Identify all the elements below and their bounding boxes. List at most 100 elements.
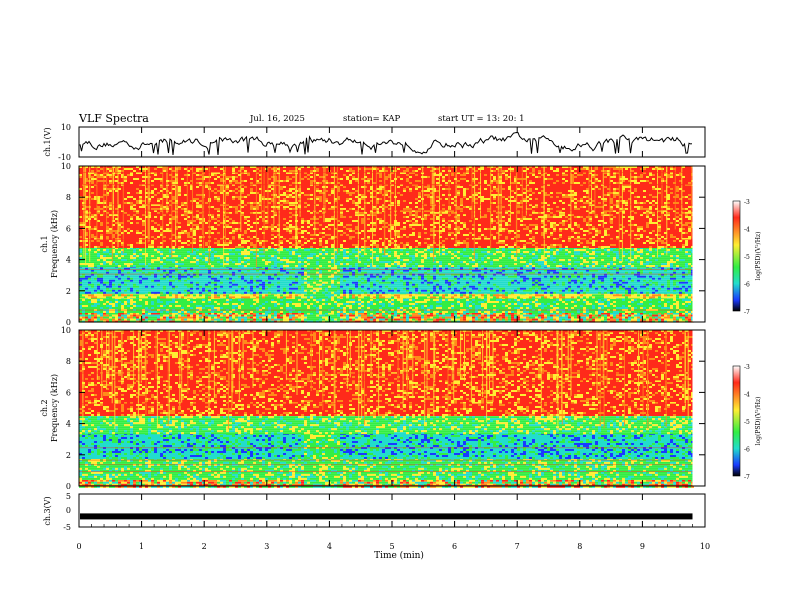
spectrogram-cell (433, 314, 436, 317)
spectrogram-cell (631, 267, 634, 270)
spectrogram-cell (247, 277, 250, 280)
spectrogram-cell (553, 294, 556, 297)
spectrogram-cell (94, 311, 97, 313)
spectrogram-cell (568, 305, 571, 307)
spectrogram-cell (655, 303, 658, 305)
spectrogram-cell (313, 296, 316, 299)
spectrogram-cell (403, 312, 406, 315)
spectrogram-cell (538, 301, 541, 303)
spectrogram-cell (163, 296, 166, 299)
spectrogram-cell (238, 311, 241, 313)
spectrogram-cell (418, 267, 421, 270)
spectrogram-cell (394, 303, 397, 305)
spectrogram-cell (604, 312, 607, 315)
spectrogram-cell (427, 301, 430, 303)
spectrogram-cell (298, 299, 301, 301)
spectrogram-cell (100, 311, 103, 313)
spectrogram-cell (610, 301, 613, 303)
spectrogram-cell (637, 312, 640, 315)
spectrogram-cell (412, 294, 415, 297)
spectrogram-cell (334, 275, 337, 278)
spectrogram-cell (124, 311, 127, 313)
spectrogram-cell (436, 273, 439, 276)
spectrogram-cell (595, 316, 598, 319)
spectrogram-cell (610, 271, 613, 274)
spectrogram-cell (331, 305, 334, 307)
spectrogram-cell (211, 311, 214, 313)
spectrogram-cell (346, 305, 349, 307)
spectrogram-cell (172, 269, 175, 272)
spectrogram-cell (442, 318, 445, 321)
spectrogram-cell (598, 279, 601, 282)
spectrogram-cell (688, 316, 691, 319)
spectrogram-cell (640, 279, 643, 282)
spectrogram-cell (457, 316, 460, 319)
spectrogram-cell (313, 275, 316, 278)
spectrogram-cell (142, 303, 145, 305)
spectrogram-cell (625, 279, 628, 282)
spectrogram-cell (634, 296, 637, 299)
spectrogram-cell (100, 281, 103, 284)
spectrogram-cell (577, 311, 580, 313)
spectrogram-cell (436, 318, 439, 321)
spectrogram-cell (193, 316, 196, 319)
spectrogram-cell (541, 296, 544, 299)
spectrogram-cell (472, 279, 475, 282)
spectrogram-cell (472, 301, 475, 303)
spectrogram-cell (544, 301, 547, 303)
spectrogram-cell (433, 271, 436, 274)
spectrogram-cell (382, 316, 385, 319)
spectrogram-cell (607, 299, 610, 301)
spectrogram-cell (154, 269, 157, 272)
spectrogram-cell (262, 299, 265, 301)
spectrogram-cell (466, 279, 469, 282)
spectrogram-cell (211, 307, 214, 309)
spectrogram-cell (232, 271, 235, 274)
spectrogram-cell (157, 318, 160, 321)
spectrogram-cell (604, 296, 607, 299)
spectrogram-cell (556, 303, 559, 305)
spectrogram-cell (169, 279, 172, 282)
spectrogram-cell (667, 269, 670, 272)
spectrogram-cell (502, 273, 505, 276)
spectrogram-cell (292, 312, 295, 315)
spectrogram-cell (382, 318, 385, 321)
spectrogram-cell (559, 277, 562, 280)
spectrogram-cell (364, 301, 367, 303)
spectrogram-cell (232, 303, 235, 305)
spectrogram-cell (445, 296, 448, 299)
spectrogram-cell (361, 267, 364, 270)
spectrogram-cell (115, 303, 118, 305)
spectrogram-cell (682, 279, 685, 282)
spectrogram-cell (499, 294, 502, 297)
spectrogram-cell (376, 316, 379, 319)
spectrogram-cell (622, 314, 625, 317)
spectrogram-cell (163, 299, 166, 301)
spectrogram-cell (172, 279, 175, 282)
spectrogram-cell (352, 294, 355, 297)
spectrogram-cell (133, 277, 136, 280)
spectrogram-cell (130, 312, 133, 315)
spectrogram-cell (685, 299, 688, 301)
spectrogram-cell (541, 316, 544, 319)
spectrogram-cell (421, 267, 424, 270)
spectrogram-cell (199, 311, 202, 313)
spectrogram-cell (139, 314, 142, 317)
spectrogram-cell (445, 305, 448, 307)
spectrogram-cell (352, 279, 355, 282)
spectrogram-cell (499, 303, 502, 305)
spectrogram-cell (199, 271, 202, 274)
spectrogram-cell (430, 267, 433, 270)
spectrogram-cell (424, 277, 427, 280)
spectrogram-cell (208, 269, 211, 272)
spectrogram-cell (526, 267, 529, 270)
spectrogram-cell (379, 301, 382, 303)
spectrogram-cell (469, 275, 472, 278)
spectrogram-cell (646, 301, 649, 303)
spectrogram-cell (232, 275, 235, 278)
spectrogram-cell (409, 305, 412, 307)
spectrogram-cell (541, 312, 544, 315)
spectrogram-cell (307, 273, 310, 276)
spectrogram-cell (454, 277, 457, 280)
spectrogram-cell (568, 299, 571, 301)
